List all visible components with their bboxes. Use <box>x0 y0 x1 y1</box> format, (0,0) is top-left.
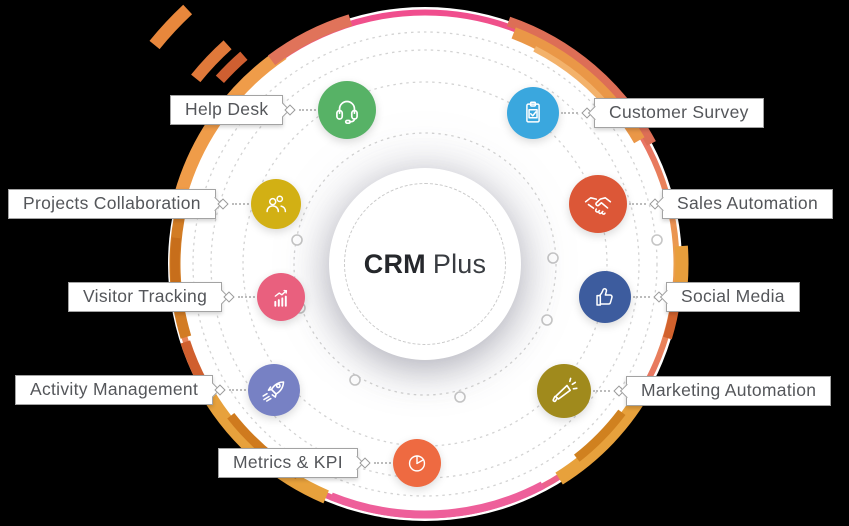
feature-label-text: Metrics & KPI <box>233 452 343 472</box>
feature-label[interactable]: Customer Survey <box>594 98 764 128</box>
feature-label[interactable]: Projects Collaboration <box>8 189 216 219</box>
feature-label-text: Marketing Automation <box>641 380 817 400</box>
feature-label[interactable]: Metrics & KPI <box>218 448 358 478</box>
center-hub: CRM Plus <box>329 168 521 360</box>
orbit-node <box>541 314 553 326</box>
decorative-arc <box>163 2 687 526</box>
decorative-arc <box>164 3 686 525</box>
feature-label-text: Social Media <box>681 286 785 306</box>
feature-help-desk[interactable]: Help Desk <box>170 81 377 139</box>
feature-customer-survey[interactable]: Customer Survey <box>507 87 764 139</box>
decorative-arc <box>161 0 689 526</box>
team-icon[interactable] <box>250 179 301 229</box>
orbit-node <box>454 391 466 403</box>
feature-metrics-kpi[interactable]: Metrics & KPI <box>218 439 441 487</box>
feature-label-text: Sales Automation <box>677 193 818 213</box>
decorative-arc <box>164 3 685 524</box>
orbit-ring <box>192 31 658 497</box>
center-hub-inner: CRM Plus <box>344 183 506 345</box>
decorative-arc <box>180 19 670 509</box>
feature-label-text: Projects Collaboration <box>23 193 201 213</box>
feature-label[interactable]: Visitor Tracking <box>68 282 223 312</box>
handshake-icon[interactable] <box>569 175 627 233</box>
decorative-arc <box>169 8 681 520</box>
megaphone-icon[interactable] <box>537 364 591 418</box>
connector-line <box>593 390 610 392</box>
orbit-ring <box>242 81 608 447</box>
feature-visitor-tracking[interactable]: Visitor Tracking <box>68 273 306 321</box>
feature-social-media[interactable]: Social Media <box>579 271 800 323</box>
decorative-arc <box>170 9 680 519</box>
connector-line <box>229 389 247 391</box>
feature-label[interactable]: Social Media <box>666 282 800 312</box>
feature-label[interactable]: Sales Automation <box>662 189 833 219</box>
connector-line <box>629 203 646 205</box>
bar-chart-icon[interactable] <box>257 273 306 321</box>
orbit-node <box>547 252 559 264</box>
rocket-icon[interactable] <box>248 364 301 416</box>
orbit-node <box>291 234 303 246</box>
feature-label-text: Visitor Tracking <box>83 286 208 306</box>
connector-diamond <box>284 104 297 116</box>
feature-activity-management[interactable]: Activity Management <box>15 364 301 416</box>
decorative-arc <box>174 13 676 515</box>
feature-sales-automation[interactable]: Sales Automation <box>569 175 833 233</box>
hub-title-light: Plus <box>432 248 487 279</box>
clipboard-check-icon[interactable] <box>507 87 559 139</box>
connector-line <box>561 112 578 114</box>
feature-marketing-automation[interactable]: Marketing Automation <box>537 364 832 418</box>
connector-line <box>299 109 317 111</box>
orbit-node <box>349 374 361 386</box>
feature-label-text: Activity Management <box>30 379 199 399</box>
feature-label-text: Help Desk <box>185 99 269 119</box>
connector-line <box>373 462 391 464</box>
headset-icon[interactable] <box>318 81 377 139</box>
pie-chart-icon[interactable] <box>392 439 441 487</box>
feature-label[interactable]: Activity Management <box>15 375 214 405</box>
decorative-tick <box>124 0 726 526</box>
feature-projects-collaboration[interactable]: Projects Collaboration <box>8 179 301 229</box>
feature-label[interactable]: Help Desk <box>170 95 284 125</box>
connector-line <box>238 296 256 298</box>
orbit-node <box>651 234 663 246</box>
feature-label[interactable]: Marketing Automation <box>626 376 832 406</box>
connector-line <box>633 296 650 298</box>
thumbs-up-icon[interactable] <box>579 271 631 323</box>
feature-label-text: Customer Survey <box>609 102 749 122</box>
orbit-ring <box>293 132 557 396</box>
orbit-ring <box>210 49 640 479</box>
connector-line <box>231 203 249 205</box>
decorative-tick <box>143 0 707 526</box>
hub-title-bold: CRM <box>363 248 426 279</box>
